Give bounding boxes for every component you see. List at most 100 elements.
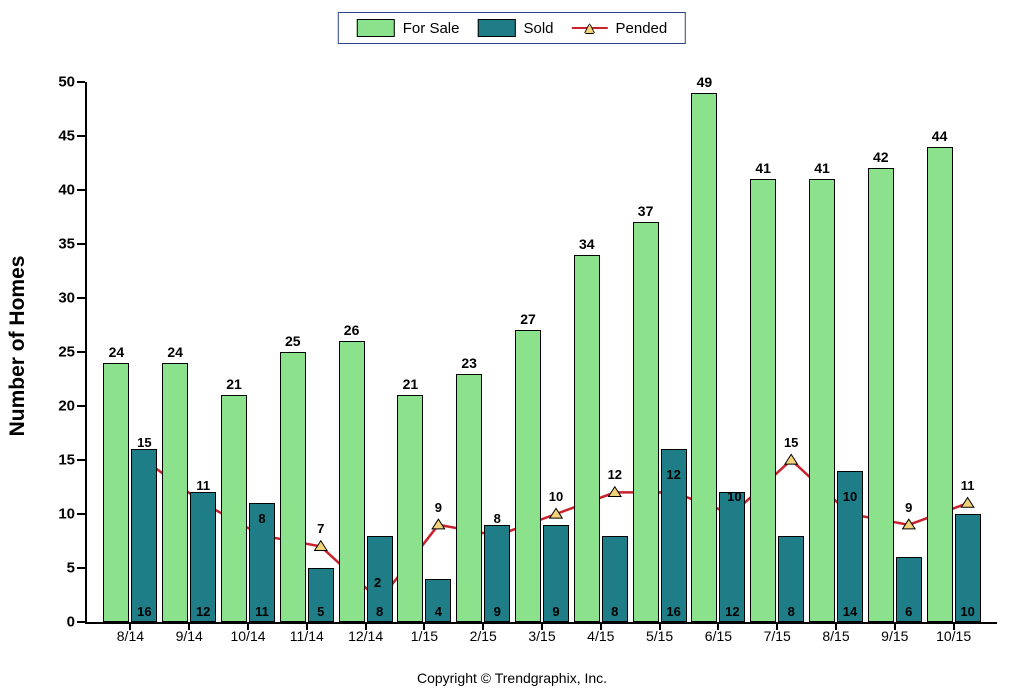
y-tick <box>77 135 85 137</box>
pended-value-label: 12 <box>608 467 622 482</box>
y-tick <box>77 405 85 407</box>
x-tick-label: 2/15 <box>470 628 497 644</box>
pended-value-label: 11 <box>961 478 975 493</box>
bar-for-sale: 49 <box>691 93 717 622</box>
bar-sold-value: 5 <box>317 604 324 619</box>
bar-for-sale: 42 <box>868 168 894 622</box>
bar-sold-value: 14 <box>843 604 857 619</box>
pended-value-label: 7 <box>317 521 324 536</box>
y-tick <box>77 297 85 299</box>
bar-for-sale: 44 <box>927 147 953 622</box>
pended-value-label: 10 <box>727 489 741 504</box>
x-tick-label: 3/15 <box>528 628 555 644</box>
y-tick-label: 50 <box>58 74 75 91</box>
pended-value-label: 12 <box>666 467 680 482</box>
bar-for-sale-value: 24 <box>167 344 183 360</box>
pended-value-label: 15 <box>784 435 798 450</box>
x-tick-label: 8/15 <box>822 628 849 644</box>
bar-sold-value: 9 <box>552 604 559 619</box>
pended-value-label: 2 <box>374 575 381 590</box>
y-tick <box>77 351 85 353</box>
bar-for-sale-value: 42 <box>873 149 889 165</box>
bar-for-sale-value: 25 <box>285 333 301 349</box>
legend-item-sold: Sold <box>477 19 553 37</box>
chart-plot-area: 0510152025303540455024168/1424129/142111… <box>85 82 997 624</box>
y-tick-label: 5 <box>67 560 75 577</box>
bar-for-sale: 26 <box>339 341 365 622</box>
bar-sold: 9 <box>543 525 569 622</box>
bar-sold-value: 6 <box>905 604 912 619</box>
legend-swatch-sold <box>477 19 515 37</box>
bar-group: 26 8 <box>339 341 393 622</box>
x-tick-label: 9/14 <box>176 628 203 644</box>
y-tick-label: 0 <box>67 614 75 631</box>
y-tick <box>77 81 85 83</box>
y-tick-label: 15 <box>58 452 75 469</box>
pended-value-label: 15 <box>137 435 151 450</box>
x-tick-label: 1/15 <box>411 628 438 644</box>
bar-sold: 16 <box>131 449 157 622</box>
bar-group: 4410 <box>927 147 981 622</box>
bar-sold-value: 16 <box>666 604 680 619</box>
bar-sold: 12 <box>719 492 745 622</box>
y-tick-label: 35 <box>58 236 75 253</box>
pended-value-label: 10 <box>843 489 857 504</box>
x-tick-label: 12/14 <box>348 628 383 644</box>
bar-for-sale: 34 <box>574 255 600 622</box>
bar-for-sale: 37 <box>633 222 659 622</box>
bar-sold: 4 <box>425 579 451 622</box>
y-tick-label: 45 <box>58 128 75 145</box>
bar-group: 42 6 <box>868 168 922 622</box>
legend: For Sale Sold ▲ Pended <box>338 12 686 44</box>
bar-for-sale: 41 <box>809 179 835 622</box>
bar-sold-value: 8 <box>376 604 383 619</box>
bar-sold: 5 <box>308 568 334 622</box>
y-axis-title: Number of Homes <box>6 256 30 437</box>
bar-sold-value: 11 <box>255 604 269 619</box>
y-tick-label: 40 <box>58 182 75 199</box>
legend-item-pended: ▲ Pended <box>572 20 668 37</box>
y-tick <box>77 243 85 245</box>
bar-group: 21 4 <box>397 395 451 622</box>
pended-value-label: 9 <box>435 500 442 515</box>
bar-for-sale-value: 41 <box>755 160 771 176</box>
bar-for-sale: 41 <box>750 179 776 622</box>
legend-label-sold: Sold <box>523 20 553 37</box>
bar-for-sale-value: 26 <box>344 322 360 338</box>
bar-for-sale-value: 34 <box>579 236 595 252</box>
bar-sold: 8 <box>602 536 628 622</box>
legend-item-for-sale: For Sale <box>357 19 460 37</box>
bar-for-sale: 21 <box>397 395 423 622</box>
bar-group: 41 8 <box>750 179 804 622</box>
y-tick <box>77 189 85 191</box>
pended-value-label: 8 <box>258 511 265 526</box>
y-tick <box>77 513 85 515</box>
bar-for-sale: 24 <box>162 363 188 622</box>
legend-marker-pended: ▲ <box>572 21 608 36</box>
bar-for-sale: 24 <box>103 363 129 622</box>
bar-for-sale: 21 <box>221 395 247 622</box>
bar-sold-value: 8 <box>788 604 795 619</box>
bar-group: 41 14 <box>809 179 863 622</box>
y-tick-label: 20 <box>58 398 75 415</box>
x-tick-label: 11/14 <box>290 628 324 644</box>
bar-sold-value: 16 <box>137 604 151 619</box>
y-tick-label: 10 <box>58 506 75 523</box>
bar-for-sale-value: 21 <box>403 376 419 392</box>
bar-sold: 12 <box>190 492 216 622</box>
pended-value-label: 10 <box>549 489 563 504</box>
y-tick <box>77 621 85 623</box>
y-tick-label: 30 <box>58 290 75 307</box>
bar-for-sale-value: 37 <box>638 203 654 219</box>
bar-group: 37 16 <box>633 222 687 622</box>
x-tick-label: 4/15 <box>587 628 614 644</box>
copyright-text: Copyright © Trendgraphix, Inc. <box>417 670 607 686</box>
bar-sold-value: 4 <box>435 604 442 619</box>
bar-group: 348 <box>574 255 628 622</box>
x-tick-label: 5/15 <box>646 628 673 644</box>
bar-group: 255 <box>280 352 334 622</box>
legend-swatch-for-sale <box>357 19 395 37</box>
x-tick-label: 10/14 <box>230 628 265 644</box>
x-tick-label: 8/14 <box>117 628 144 644</box>
bar-for-sale-value: 23 <box>461 355 477 371</box>
